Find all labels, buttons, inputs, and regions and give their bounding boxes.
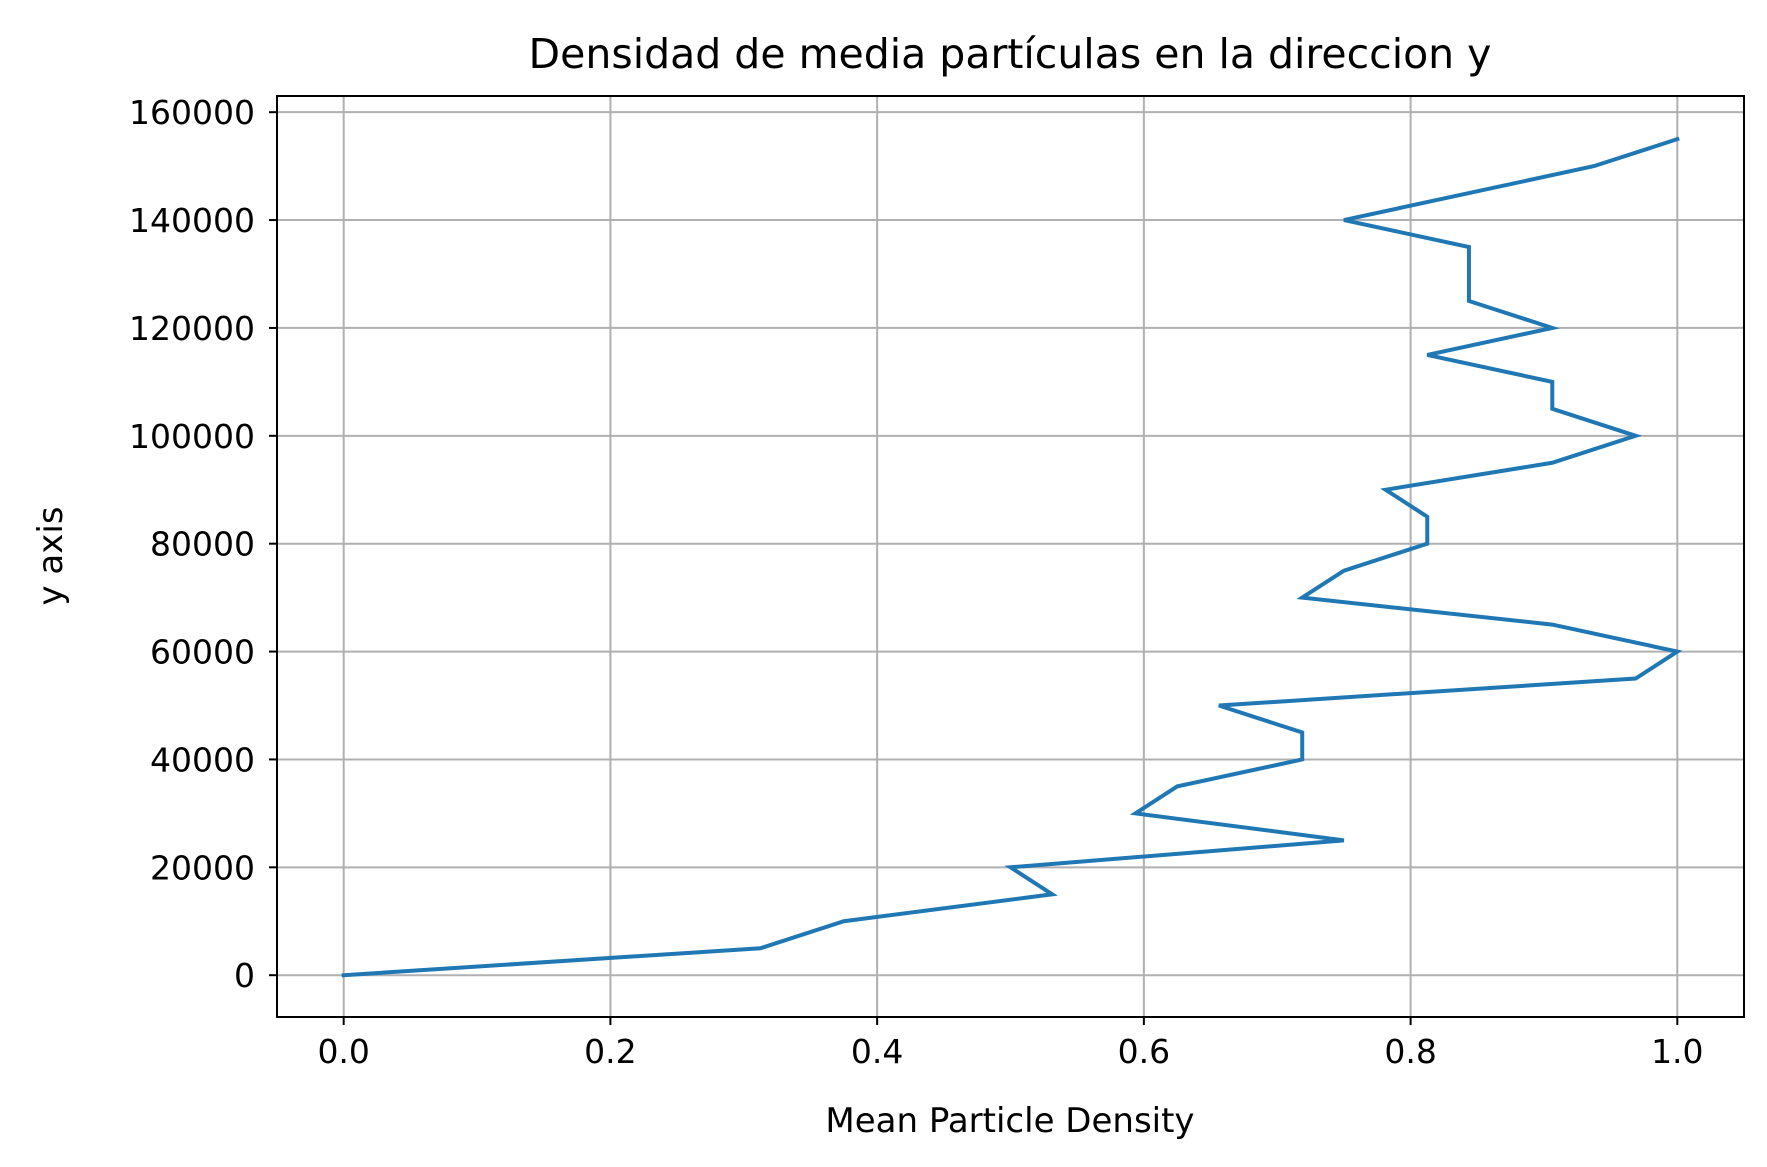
x-tick-label: 1.0 [1651,1032,1703,1071]
series-line [341,136,1683,978]
plot-frame [276,95,1745,1018]
y-tick-label: 0 [234,956,255,995]
grid [277,96,1744,1017]
x-tick-label: 0.8 [1384,1032,1436,1071]
x-tick-label: 0.2 [584,1032,636,1071]
series-layer [341,136,1683,978]
y-tick-label: 60000 [150,633,255,672]
x-axis-label: Mean Particle Density [825,1101,1194,1141]
chart-title: Densidad de media partículas en la direc… [529,30,1492,78]
y-tick-label: 160000 [129,93,255,132]
y-tick-label: 140000 [129,201,255,240]
y-tick-label: 80000 [150,525,255,564]
y-tick-label: 100000 [129,417,255,456]
y-tick-label: 40000 [150,740,255,779]
y-axis-label: y axis [31,506,71,605]
axis-ticks: 0.0 0.2 0.4 0.6 0.8 1.0 0 20000 40000 60000 80000 1… [129,93,1704,1071]
y-tick-label: 120000 [129,309,255,348]
y-tick-label: 20000 [150,848,255,887]
x-tick-label: 0.4 [851,1032,903,1071]
x-tick-label: 0.0 [317,1032,369,1071]
x-tick-label: 0.6 [1118,1032,1170,1071]
